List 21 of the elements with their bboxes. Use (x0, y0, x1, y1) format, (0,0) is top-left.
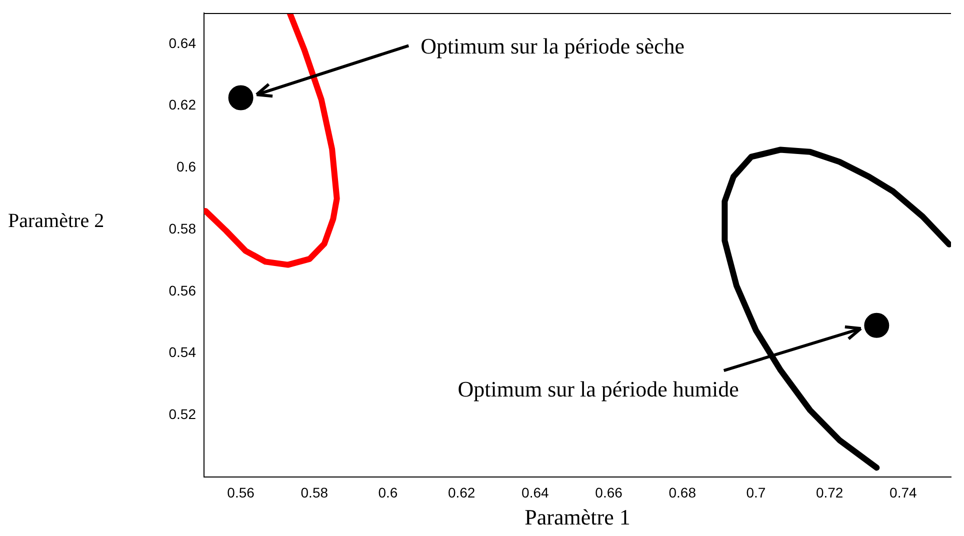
annotation: Optimum sur la période humide (458, 376, 739, 402)
y-tick-label: 0.54 (168, 344, 196, 360)
y-tick-label: 0.64 (168, 34, 196, 51)
x-tick-label: 0.68 (668, 484, 696, 500)
x-tick-label: 0.74 (890, 484, 917, 500)
x-tick-label: 0.72 (816, 484, 844, 500)
y-tick-label: 0.58 (168, 220, 196, 236)
y-tick-label: 0.62 (168, 96, 196, 113)
x-tick-label: 0.62 (448, 484, 476, 500)
x-axis-title: Paramètre 1 (524, 504, 630, 530)
y-axis-title: Paramètre 2 (8, 210, 104, 232)
y-tick-label: 0.56 (168, 282, 196, 298)
y-tick-label: 0.52 (168, 406, 196, 422)
x-tick-label: 0.66 (595, 484, 623, 500)
y-tick-label: 0.6 (176, 158, 196, 175)
x-tick-label: 0.7 (746, 484, 766, 500)
x-tick-label: 0.56 (227, 484, 255, 500)
x-tick-label: 0.64 (522, 484, 550, 500)
x-tick-label: 0.6 (378, 484, 398, 500)
annotation: Optimum sur la période sèche (420, 33, 685, 58)
x-tick-label: 0.58 (300, 484, 328, 500)
